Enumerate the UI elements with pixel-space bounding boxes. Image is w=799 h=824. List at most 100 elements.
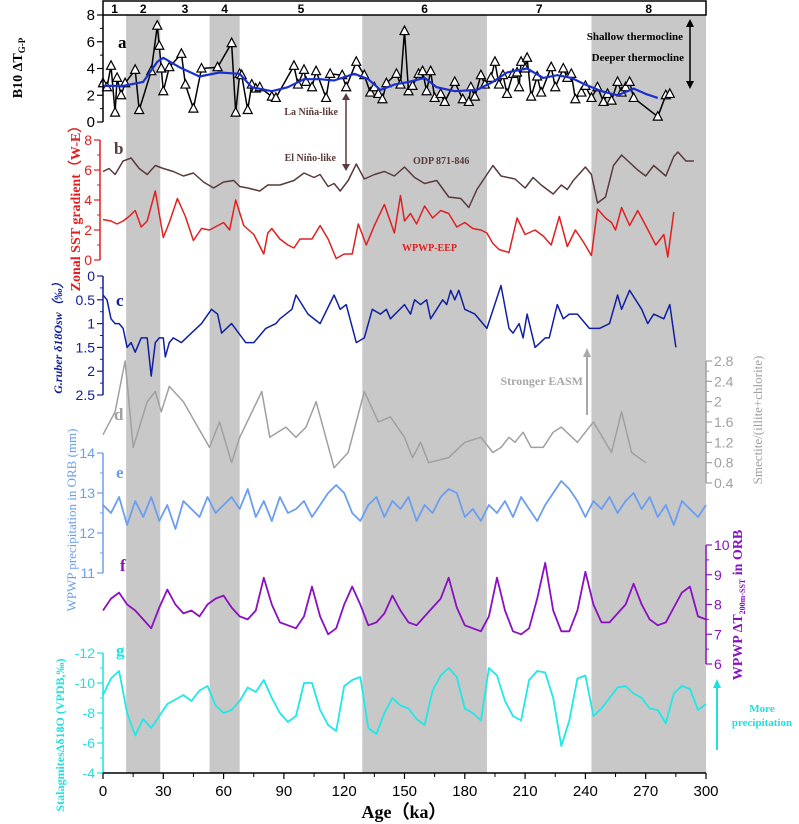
data-point [364, 86, 376, 97]
data-point [628, 91, 640, 103]
y-tick-label-d: 2.8 [714, 353, 734, 369]
x-tick-label: 60 [215, 783, 232, 800]
y-tick-label-b: 2 [84, 222, 92, 238]
annotation-wpwp-eep: WPWP-EEP [402, 243, 457, 254]
ylabel-a: B10 ΔTG-P [11, 37, 27, 98]
data-point [390, 67, 402, 78]
data-point [298, 63, 310, 74]
data-point [230, 106, 242, 117]
data-point [129, 63, 141, 74]
mis-stage-label: 1 [111, 2, 118, 16]
data-point [493, 78, 505, 89]
data-point [664, 87, 676, 99]
ylabel-f: WPWP ΔT200m-SST in ORB [731, 530, 747, 681]
series-line-b-wpwp-eep [102, 190, 675, 260]
annotation-stronger-easm: Stronger EASM [500, 374, 583, 388]
data-point [620, 80, 632, 92]
data-point [187, 102, 199, 113]
x-axis-label: Age（ka） [362, 802, 447, 822]
data-point [439, 95, 451, 107]
series-line-f-wpwp-t200m-sst [102, 562, 707, 636]
panel-letter-c: c [116, 291, 124, 310]
y-tick-label-b: 6 [84, 162, 92, 178]
y-tick-label-d: 2 [714, 394, 722, 410]
arrow-head-up-icon [686, 19, 694, 89]
x-tick-label: 240 [573, 783, 598, 800]
mis-stage-label: 8 [645, 2, 652, 16]
mis-stage-label: 6 [421, 2, 428, 16]
y-tick-label-f: 7 [714, 626, 722, 642]
data-point [525, 90, 537, 101]
y-tick-label-g: -6 [83, 735, 96, 751]
data-point [310, 64, 322, 76]
annotation-la-nina: La Niña-like [284, 107, 338, 118]
data-point [195, 62, 207, 73]
y-tick-label-a: 6 [87, 34, 95, 51]
y-tick-label-b: 4 [84, 192, 92, 208]
data-point [549, 80, 561, 92]
data-point [226, 36, 238, 48]
data-point [320, 91, 332, 103]
mis-stage-label: 7 [536, 2, 543, 16]
y-tick-label-a: 8 [87, 7, 95, 24]
y-tick-label-e: 13 [79, 485, 95, 501]
ylabel-g: StalagmitesΔδ18O (VPDB,‰) [53, 658, 67, 811]
panel-letter-a: a [118, 33, 127, 52]
x-tick-label: 150 [392, 783, 417, 800]
data-point [340, 80, 352, 92]
mis-stage-label: 5 [298, 2, 305, 16]
arrow-head-icon [713, 679, 721, 688]
y-tick-label-b: 0 [84, 252, 92, 268]
data-point [652, 110, 664, 121]
ylabel-b: Zonal SST gradient（W-E） [68, 119, 84, 292]
series-line-d-smectite-illite-chlorite- [102, 360, 647, 469]
y-tick-label-g: -12 [75, 645, 95, 661]
data-point [175, 47, 187, 58]
data-point [399, 24, 410, 36]
arrow-head-icon [583, 348, 591, 357]
x-tick-label: 180 [452, 783, 477, 800]
data-point [535, 86, 547, 97]
data-point [155, 62, 167, 73]
y-tick-label-e: 14 [79, 445, 95, 461]
y-tick-label-g: -8 [83, 705, 96, 721]
mis-stage-bar: 1 2 3 4 5 6 7 8 [102, 0, 707, 16]
data-point [105, 59, 117, 70]
y-tick-label-a: 0 [87, 114, 95, 131]
data-point [557, 62, 569, 73]
data-point [376, 92, 388, 104]
y-tick-label-c: 2 [87, 363, 95, 379]
data-point [435, 87, 447, 99]
data-point [624, 75, 636, 86]
y-tick-label-e: 12 [79, 525, 95, 541]
annotation-odp: ODP 871-846 [413, 156, 469, 167]
y-tick-label-d: 0.4 [714, 475, 734, 491]
x-tick-label: 120 [332, 783, 357, 800]
data-point [133, 103, 145, 115]
y-tick-label-f: 9 [714, 567, 722, 583]
y-tick-label-d: 2.4 [714, 373, 734, 389]
data-point [501, 87, 513, 99]
annotation-more: More [749, 703, 775, 715]
data-point [212, 60, 224, 72]
series-line-c-g-ruber-18osw [102, 284, 677, 377]
data-point [403, 84, 415, 96]
y-tick-label-c: 1 [87, 316, 95, 332]
annotation-deeper-thermocline: Deeper thermocline [592, 52, 684, 64]
y-tick-label-f: 8 [714, 597, 722, 613]
y-tick-label-f: 10 [714, 537, 730, 553]
data-point [421, 84, 433, 96]
x-tick-label: 210 [513, 783, 538, 800]
y-tick-label-d: 1.2 [714, 434, 734, 450]
data-point [179, 78, 191, 89]
data-point [163, 60, 175, 72]
data-point [407, 79, 419, 90]
data-point [521, 51, 533, 62]
y-tick-label-d: 0.8 [714, 455, 734, 471]
data-point [372, 87, 384, 99]
y-tick-label-g: -4 [83, 765, 96, 781]
axes-layer: 024680246800.511.522.50.40.81.21.622.42.… [75, 7, 734, 800]
data-point [457, 92, 469, 104]
data-point [109, 106, 121, 117]
data-point [485, 71, 497, 82]
